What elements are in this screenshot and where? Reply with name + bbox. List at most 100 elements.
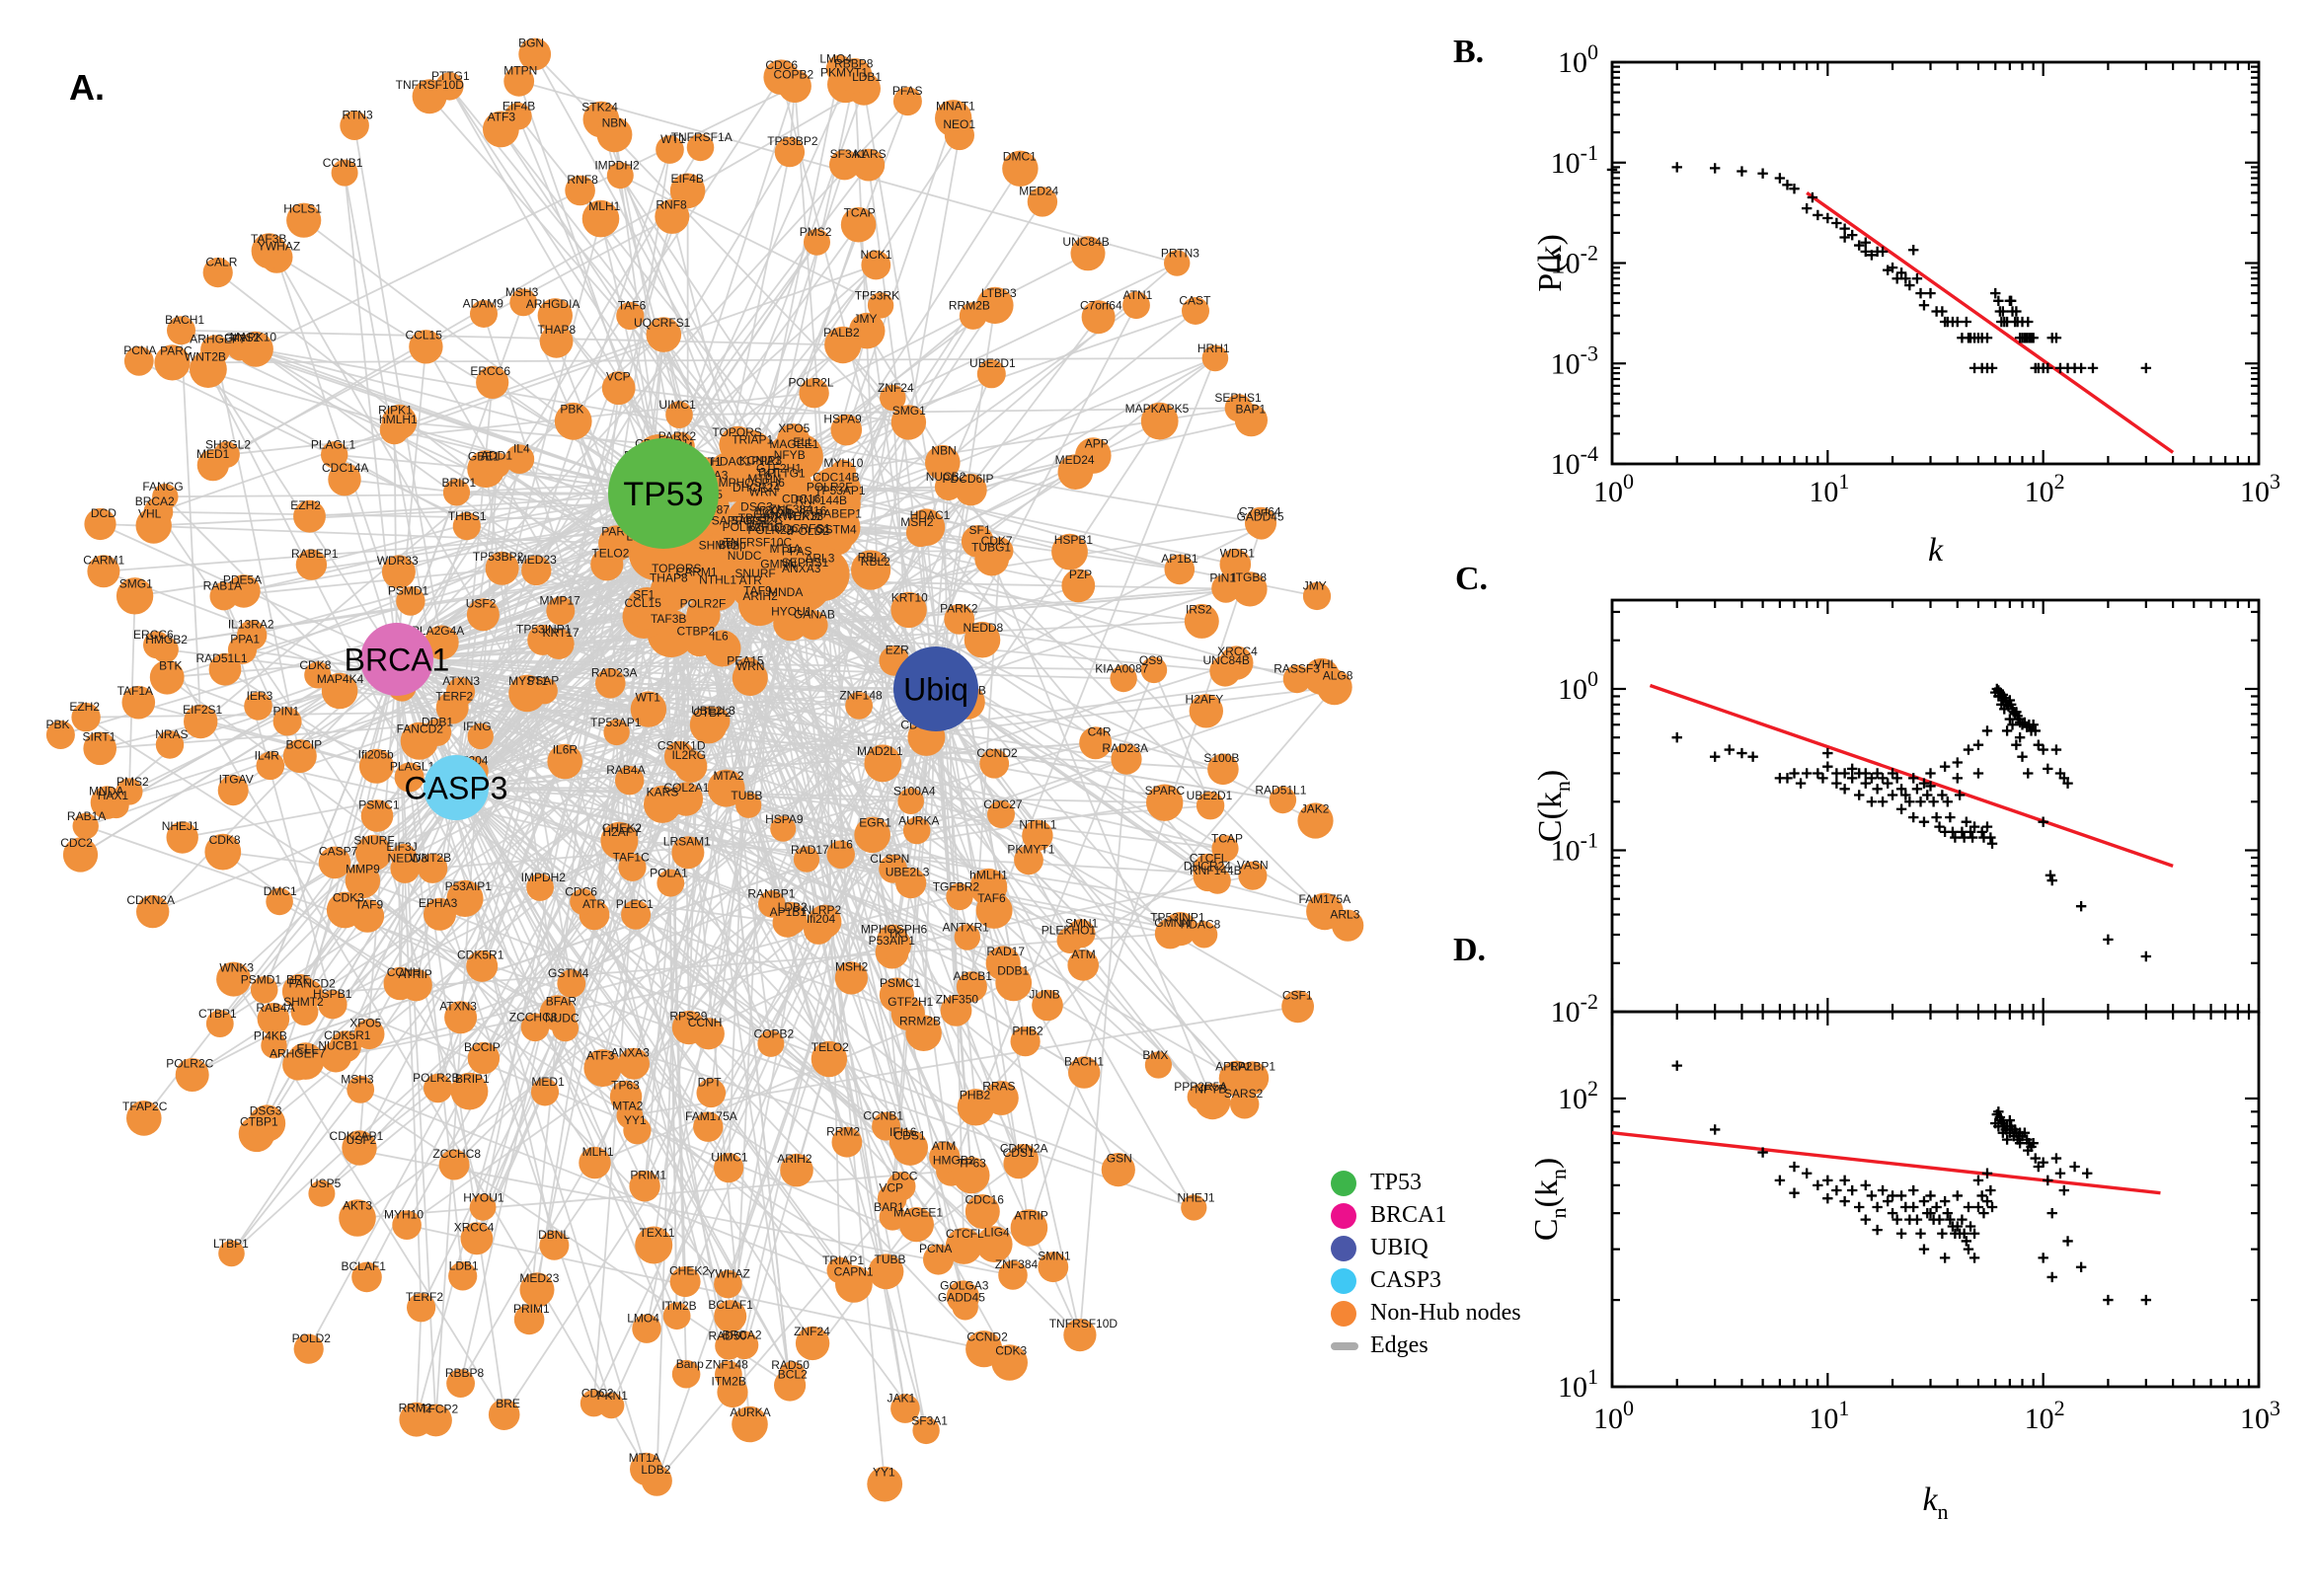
network-node-label: PMS2	[116, 775, 149, 789]
legend-label: UBIQ	[1370, 1235, 1428, 1261]
data-point	[1854, 1202, 1864, 1212]
panel-d-label: D.	[1453, 932, 1486, 969]
network-node-label: RNF8	[567, 173, 598, 187]
network-node-label: IFNG	[463, 720, 492, 733]
data-point	[1872, 1202, 1882, 1212]
axis-ticks	[1612, 600, 2259, 1012]
network-node-label: SHMT2	[699, 539, 739, 553]
plot-frame	[1612, 600, 2259, 1012]
network-node-label: SF3A1	[911, 1413, 948, 1427]
network-node-label: ATRIP	[398, 967, 431, 981]
network-node-label: SF1	[968, 523, 990, 537]
data-point	[1953, 773, 1963, 783]
legend-dot-swatch	[1331, 1268, 1356, 1294]
scatter-points	[1672, 684, 2152, 961]
network-node-label: WDR33	[377, 554, 419, 568]
network-node-label: RANBP1	[747, 887, 795, 901]
network-node-label: SMG1	[119, 576, 153, 590]
network-node-label: MSH3	[341, 1073, 374, 1087]
network-node-label: BRIP1	[441, 476, 476, 490]
network-node-label: UBE2D1	[1187, 789, 1233, 802]
network-node-label: PMS2	[800, 225, 832, 239]
network-node-label: TAF3B	[651, 612, 686, 626]
network-node-label: PRIM1	[513, 1302, 550, 1316]
network-node-label: BCCIP	[285, 737, 322, 751]
network-node-label: PZP	[1069, 568, 1092, 581]
data-point	[1931, 1202, 1941, 1212]
data-point	[1822, 762, 1832, 772]
network-node-label: CDC14A	[322, 461, 368, 475]
data-point	[1831, 218, 1841, 228]
network-node-label: NUCB1	[318, 1039, 358, 1053]
data-point	[2055, 1169, 2065, 1178]
network-node-label: NUCB2	[926, 470, 966, 484]
network-node-label: DMC1	[264, 884, 297, 898]
data-point	[1925, 768, 1935, 778]
network-node-label: BCLAF1	[708, 1298, 753, 1312]
data-point	[1737, 748, 1746, 758]
data-point	[1710, 1124, 1720, 1134]
network-node-label: CAST	[1179, 294, 1211, 308]
data-point	[1789, 1187, 1799, 1197]
network-node-label: PTTG1	[431, 69, 470, 83]
data-point	[2141, 951, 2151, 961]
network-node-label: DSG3	[250, 1104, 282, 1118]
network-node-label: KARS	[647, 785, 679, 798]
data-point	[1883, 778, 1892, 788]
network-node-label: HSPA9	[823, 413, 862, 426]
legend-dot-swatch	[1331, 1171, 1356, 1196]
network-node-label: IL4R	[255, 748, 280, 762]
network-node-label: BMX	[1142, 1048, 1168, 1062]
data-point	[2038, 1253, 2047, 1262]
network-node-label: UNC84B	[1062, 235, 1109, 249]
data-point	[1817, 773, 1827, 783]
network-node-label: RAD23A	[591, 665, 638, 679]
axis-ticks	[1612, 62, 2259, 464]
legend-edge-swatch	[1331, 1342, 1358, 1350]
data-point	[1973, 739, 1983, 749]
network-node-label: CDC6	[565, 885, 597, 899]
data-point	[1888, 1190, 1897, 1200]
network-node-label: UQCRFS1	[774, 522, 831, 536]
network-node-label: CALR	[205, 255, 237, 268]
data-point	[2141, 1295, 2151, 1305]
network-node-label: ANTXR1	[943, 921, 990, 935]
network-node-label: TUBB	[731, 789, 762, 802]
network-node-label: SARS2	[1224, 1087, 1264, 1101]
network-node-label: RAD17	[791, 843, 829, 857]
data-point	[1672, 1060, 1682, 1070]
network-node-label: IL6	[712, 630, 729, 644]
network-node-label: TKT	[888, 927, 910, 941]
network-node-label: JMY	[854, 312, 878, 326]
network-node-label: PKMYT1	[1007, 843, 1054, 857]
network-node-label: RABEP1	[291, 547, 339, 561]
network-node-label: TGFBR2	[933, 879, 980, 893]
network-node-label: MED24	[1055, 453, 1095, 467]
data-point	[1737, 166, 1746, 176]
network-node-label: TRIAP1	[732, 433, 773, 447]
network-node-label: ALG8	[1323, 668, 1353, 682]
data-point	[1987, 1202, 1997, 1212]
network-node-label: ZCCHC8	[509, 1010, 558, 1024]
network-node-label: IER3	[247, 689, 273, 703]
data-point	[2059, 1185, 2069, 1195]
network-node-label: MNAT1	[936, 99, 975, 113]
data-point	[2051, 744, 2061, 754]
network-edge	[679, 165, 869, 415]
network-node-label: WT1	[660, 132, 686, 146]
network-node-label: CDK8	[209, 833, 241, 847]
network-node-label: RALBP1	[1230, 1060, 1275, 1074]
network-node-label: BACH1	[165, 313, 204, 327]
network-node-label: TELO2	[591, 546, 629, 560]
data-point	[2006, 296, 2016, 306]
network-node-label: CHEK2	[669, 1264, 709, 1278]
legend-label: Edges	[1370, 1332, 1428, 1359]
network-node-label: HYOU1	[771, 605, 812, 619]
data-point	[1822, 1176, 1832, 1185]
network-node-label: CLSPN	[870, 852, 909, 866]
data-point	[1928, 797, 1938, 806]
network-node-label: ATN1	[1123, 288, 1153, 302]
network-node-label: TP53AP1	[814, 484, 866, 497]
data-point	[1919, 816, 1929, 826]
network-node-label: CDC16	[965, 1193, 1005, 1207]
